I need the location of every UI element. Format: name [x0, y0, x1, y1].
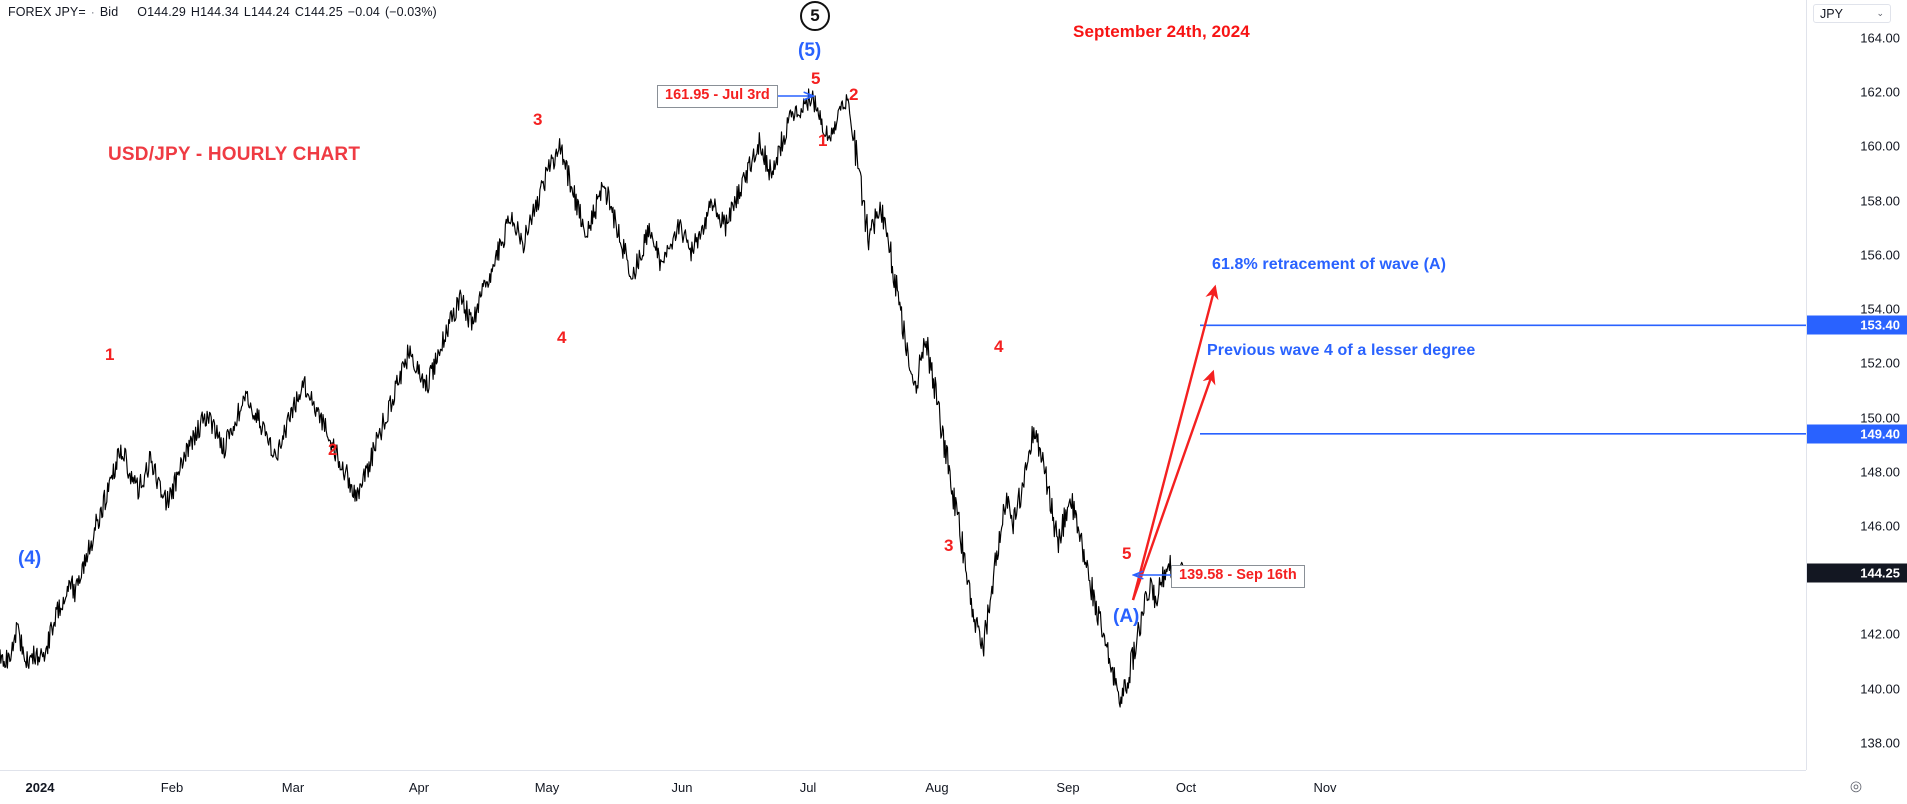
- price-tick: 162.00: [1860, 84, 1900, 100]
- wave-label-1-red: 1: [105, 345, 115, 364]
- time-tick: May: [534, 780, 560, 795]
- wave-label-5-blue: (5): [798, 40, 822, 61]
- projection-arrows: [766, 96, 1219, 601]
- plot-area[interactable]: [0, 0, 1806, 770]
- time-tick: Mar: [281, 780, 305, 795]
- price-tick: 148.00: [1860, 464, 1900, 480]
- wave-label-5-red: 5: [1122, 544, 1132, 563]
- price-tick: 154.00: [1860, 301, 1900, 317]
- price-tick: 160.00: [1860, 138, 1900, 154]
- open-value: 144.29: [147, 5, 186, 19]
- level-price-tag[interactable]: 149.40: [1807, 424, 1907, 444]
- high-label: H: [190, 5, 201, 19]
- price-tick: 138.00: [1860, 735, 1900, 751]
- close-value: 144.25: [303, 5, 343, 19]
- wave-label-2-red: 2: [849, 85, 859, 104]
- symbol-label[interactable]: FOREX JPY=: [8, 5, 86, 19]
- price-line: [0, 88, 1186, 708]
- arrow-to-618-retracement: [1131, 284, 1219, 601]
- ohlc-header: FOREX JPY= · Bid O144.29 H144.34 L144.24…: [8, 4, 437, 20]
- price-tick: 152.00: [1860, 355, 1900, 371]
- price-tick: 164.00: [1860, 30, 1900, 46]
- last-price-tag[interactable]: 144.25: [1807, 563, 1907, 583]
- time-tick: 2024: [25, 780, 55, 795]
- wave-label-3-red: 3: [533, 110, 543, 129]
- gear-icon[interactable]: ◎: [1849, 777, 1863, 794]
- open-label: O: [137, 5, 148, 19]
- wave-label-A-blue: (A): [1113, 606, 1140, 627]
- time-tick: Jul: [799, 780, 817, 795]
- horizontal-level-lines: [1200, 324, 1806, 435]
- change-absolute: −0.04: [347, 5, 380, 19]
- price-tick: 150.00: [1860, 410, 1900, 426]
- callout-swing-low: 139.58 - Sep 16th: [1171, 565, 1305, 588]
- change-percent: (−0.03%): [384, 5, 437, 19]
- wave-label-3-red: 3: [944, 536, 954, 555]
- high-value: 144.34: [200, 5, 239, 19]
- wave-label-4-red: 4: [994, 337, 1004, 356]
- price-tick: 140.00: [1860, 681, 1900, 697]
- price-series-path: [0, 88, 1186, 708]
- level-label-618-retracement: 61.8% retracement of wave (A): [1212, 256, 1447, 273]
- close-value-group: C144.25: [295, 5, 343, 19]
- price-tick: 156.00: [1860, 247, 1900, 263]
- close-label: C: [294, 5, 304, 19]
- callout-swing-high: 161.95 - Jul 3rd: [657, 85, 778, 108]
- price-tick: 158.00: [1860, 193, 1900, 209]
- low-value-group: L144.24: [244, 5, 290, 19]
- time-tick: Aug: [925, 780, 949, 795]
- chevron-down-icon: ⌄: [1876, 8, 1884, 18]
- high-value-group: H144.34: [191, 5, 239, 19]
- currency-selector[interactable]: JPY ⌄: [1813, 4, 1891, 23]
- wave-label-4-red: 4: [557, 328, 567, 347]
- price-tick: 146.00: [1860, 518, 1900, 534]
- level-price-tag[interactable]: 153.40: [1807, 315, 1907, 335]
- time-axis[interactable]: 2024 Feb Mar Apr May Jun Jul Aug Sep Oct Nov: [0, 770, 1806, 804]
- time-tick: Oct: [1175, 780, 1197, 795]
- time-tick: Jun: [671, 780, 693, 795]
- chart-title: USD/JPY - HOURLY CHART: [108, 144, 361, 165]
- time-tick: Feb: [160, 780, 184, 795]
- time-tick: Sep: [1056, 780, 1080, 795]
- currency-label: JPY: [1820, 6, 1843, 21]
- low-value: 144.24: [250, 5, 290, 19]
- date-stamp: September 24th, 2024: [1073, 22, 1250, 41]
- arrow-to-previous-wave4: [1131, 369, 1216, 601]
- time-tick: Apr: [408, 780, 430, 795]
- low-label: L: [243, 5, 251, 19]
- level-label-previous-wave4: Previous wave 4 of a lesser degree: [1207, 342, 1476, 359]
- wave-label-1-red: 1: [818, 131, 828, 150]
- separator-dot: ·: [90, 5, 95, 19]
- price-tick: 142.00: [1860, 626, 1900, 642]
- quote-side-label: Bid: [99, 5, 119, 19]
- wave-label-2-red: 2: [328, 440, 338, 459]
- wave-label-4-blue: (4): [18, 548, 42, 569]
- price-axis[interactable]: JPY ⌄ 164.00 162.00 160.00 158.00 156.00 154.…: [1806, 0, 1907, 770]
- open-value-group: O144.29: [137, 5, 186, 19]
- time-tick: Nov: [1313, 780, 1337, 795]
- wave-label-5-circle: 5: [800, 1, 830, 31]
- price-series-canvas: [0, 88, 1806, 708]
- wave-label-5-red: 5: [811, 69, 821, 88]
